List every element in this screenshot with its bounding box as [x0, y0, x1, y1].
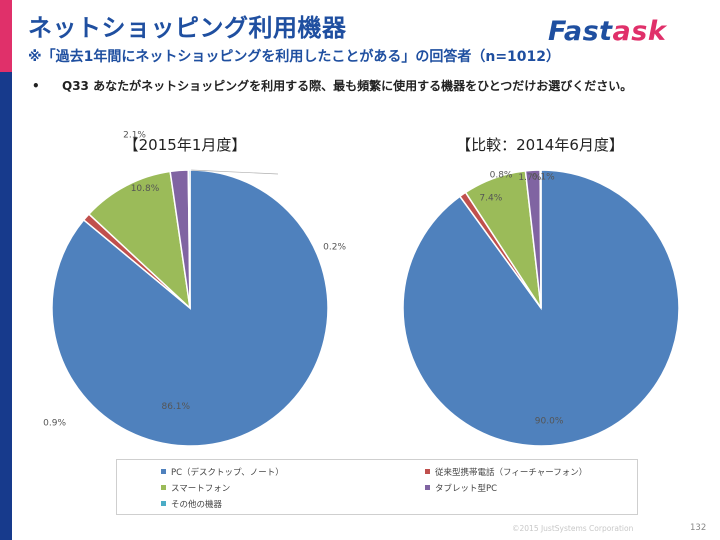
bullet-marker: •: [32, 79, 40, 93]
legend-swatch-feature-phone: [425, 469, 430, 474]
question-text: Q33 あなたがネットショッピングを利用する際、最も頻繁に使用する機器をひとつだ…: [62, 79, 633, 93]
legend-label-smartphone: スマートフォン: [171, 484, 231, 494]
chart-legend: PC（デスクトップ、ノート） 従来型携帯電話（フィーチャーフォン） スマートフォ…: [116, 459, 638, 515]
pie-2014-jun-slice-other: [539, 169, 542, 309]
fastask-logo: Fastask: [548, 16, 666, 47]
pie-2015-jan-data-label-tablet: 2.1%: [123, 130, 146, 140]
pie-2014-jun-data-label-tablet: 1.7%: [518, 173, 541, 183]
pie-2015-jan-data-label-feature-phone: 0.9%: [43, 419, 66, 429]
pie-2014-jun-data-label-other: 0.1%: [532, 173, 555, 183]
legend-label-tablet: タブレット型PC: [435, 484, 498, 494]
pie-2015-jan-data-label-other: 0.2%: [323, 243, 346, 253]
pie-chart-2015-jan: 86.1% 0.9% 10.8% 2.1% 0.2%: [43, 130, 346, 447]
slide-title: ネットショッピング利用機器: [28, 14, 347, 42]
legend-item-feature-phone: 従来型携帯電話（フィーチャーフォン）: [425, 466, 587, 478]
legend-swatch-pc: [161, 469, 166, 474]
pie-2015-jan-data-label-smartphone: 10.8%: [131, 184, 160, 194]
legend-label-feature-phone: 従来型携帯電話（フィーチャーフォン）: [435, 468, 588, 478]
pie-2015-jan-slice-smartphone: [87, 170, 192, 310]
pie-2014-jun-data-label-feature-phone: 0.8%: [490, 170, 513, 180]
legend-swatch-tablet: [425, 485, 430, 490]
chart-title-2014-jun: 【比較：2014年6月度】: [456, 136, 624, 154]
copyright-notice: ©2015 JustSystems Corporation: [512, 524, 634, 533]
pie-2015-jan-leader-line-other: [191, 169, 279, 175]
slide-subtitle: ※「過去1年間にネットショッピングを利用したことがある」の回答者（n=1012）: [28, 49, 561, 65]
logo-part-ask: ask: [612, 16, 667, 47]
legend-item-tablet: タブレット型PC: [425, 482, 497, 494]
left-sidebar-accent: [0, 0, 12, 72]
pie-chart-2014-jun: 90.0% 0.8% 7.4% 1.7%0.1%: [402, 169, 680, 447]
legend-item-pc: PC（デスクトップ、ノート）: [161, 466, 284, 478]
pie-2015-jan-data-label-pc: 86.1%: [161, 402, 190, 412]
legend-item-other: その他の機器: [161, 498, 222, 510]
page-number: 132: [690, 523, 707, 533]
legend-label-pc: PC（デスクトップ、ノート）: [171, 468, 284, 478]
legend-label-other: その他の機器: [171, 500, 223, 510]
left-sidebar-bar: [0, 0, 12, 540]
legend-swatch-other: [161, 501, 166, 506]
logo-part-fast: Fast: [548, 16, 613, 47]
pie-2015-jan-slice-other: [187, 169, 191, 309]
legend-swatch-smartphone: [161, 485, 166, 490]
pie-2014-jun-data-label-pc: 90.0%: [535, 417, 564, 427]
chart-title-2015-jan: 【2015年1月度】: [123, 136, 247, 154]
pie-2014-jun-data-label-smartphone: 7.4%: [479, 193, 502, 203]
legend-item-smartphone: スマートフォン: [161, 482, 230, 494]
